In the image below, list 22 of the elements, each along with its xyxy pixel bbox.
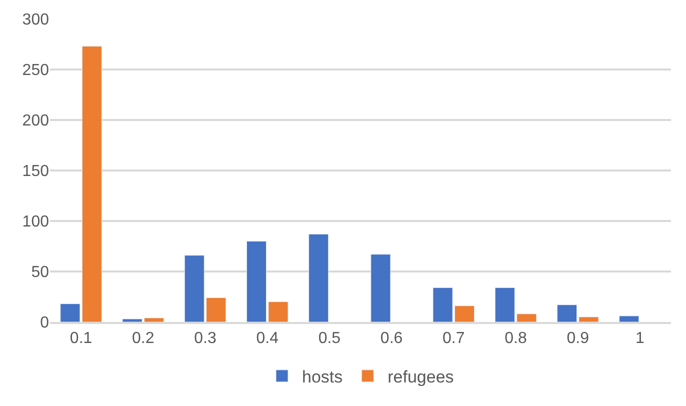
x-tick-label: 0.4 — [256, 330, 279, 348]
legend-label: refugees — [388, 368, 454, 387]
x-tick-label: 0.5 — [318, 330, 341, 348]
y-tick-label: 0 — [40, 314, 50, 332]
bar — [619, 316, 640, 322]
x-tick-label: 0.9 — [566, 330, 590, 348]
x-tick-label: 0.7 — [442, 330, 465, 348]
x-tick-label: 0.2 — [132, 330, 154, 348]
y-tick-label: 50 — [31, 264, 50, 282]
x-tick-label: 0.6 — [380, 330, 403, 348]
y-tick-label: 150 — [22, 163, 50, 180]
y-tick-label: 250 — [22, 62, 50, 80]
x-tick-label: 0.1 — [70, 330, 92, 348]
x-tick-label: 0.3 — [194, 330, 216, 348]
bar — [308, 234, 329, 322]
y-tick-label: 200 — [22, 112, 50, 130]
y-tick-label: 300 — [22, 12, 50, 29]
y-tick-label: 100 — [22, 214, 50, 231]
x-tick-label: 0.8 — [504, 330, 527, 348]
bar — [370, 254, 391, 322]
x-tick-label: 1 — [635, 330, 644, 348]
legend-label: hosts — [302, 368, 343, 387]
